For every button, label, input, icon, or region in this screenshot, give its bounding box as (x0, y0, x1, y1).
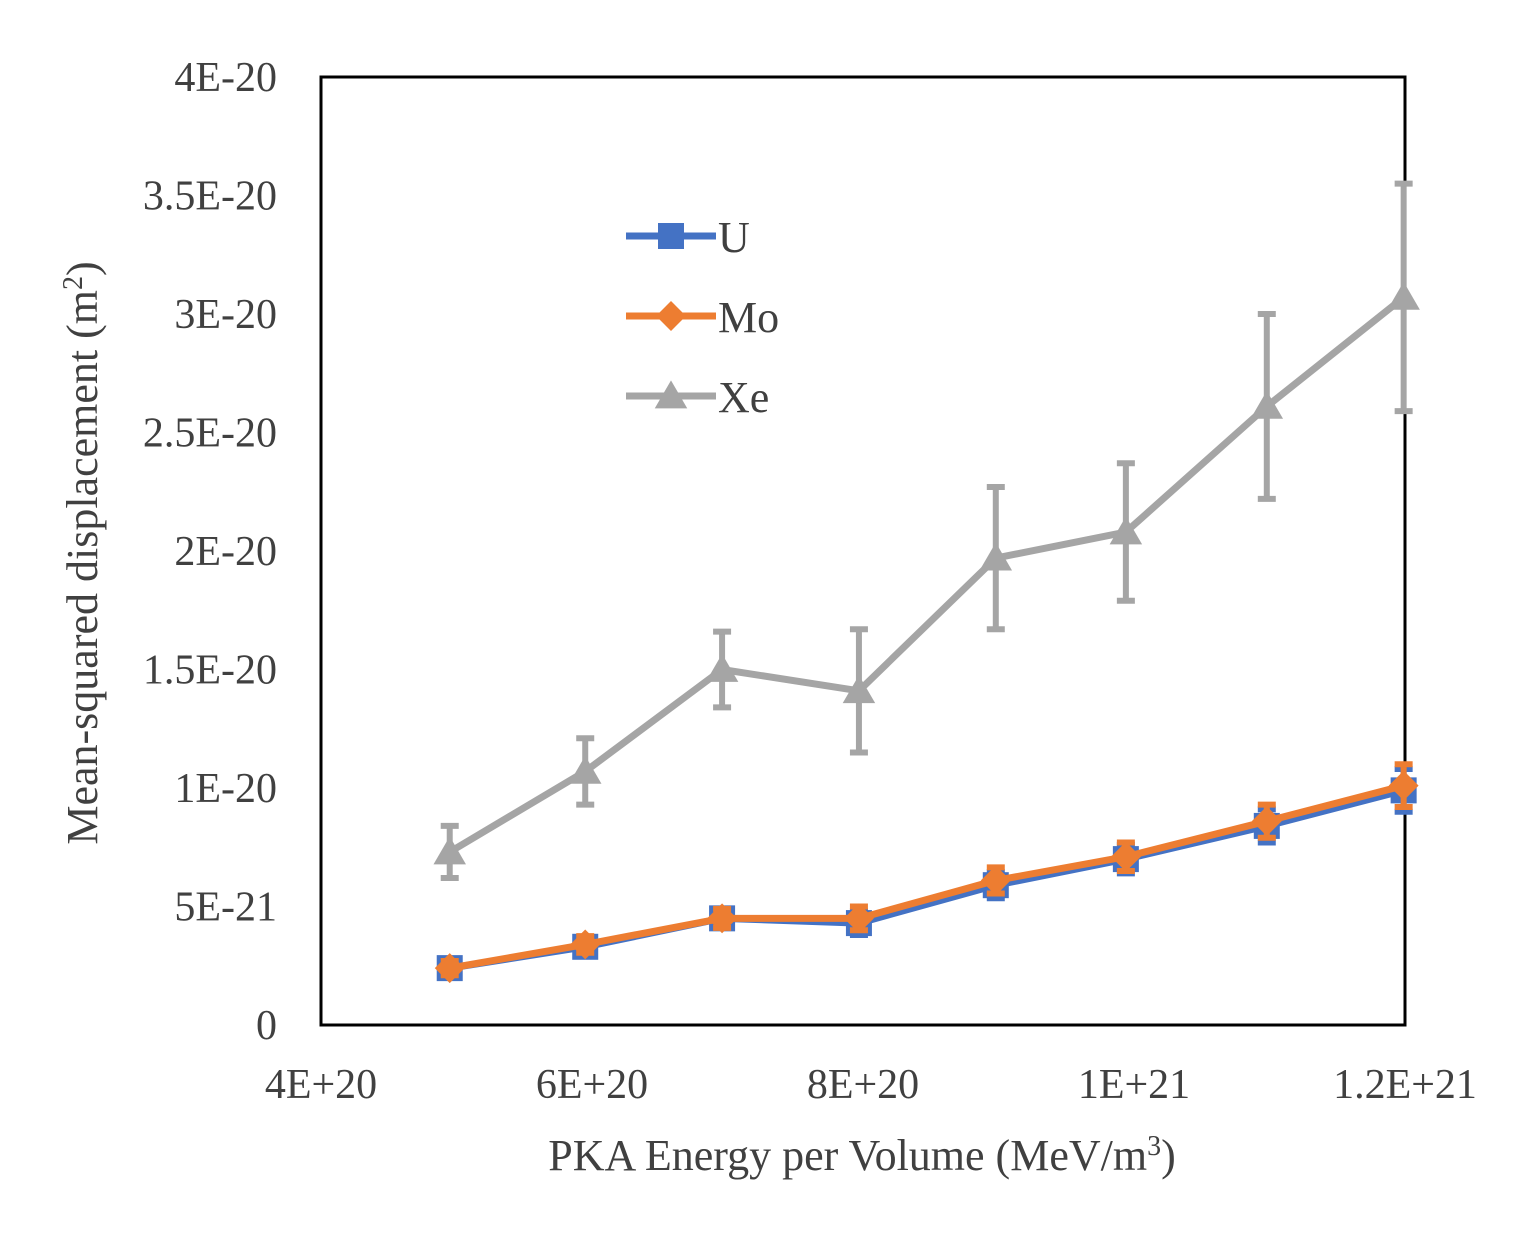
x-axis-title: PKA Energy per Volume (MeV/m3) (548, 1131, 1176, 1181)
series-xe (433, 180, 1420, 882)
x-axis-tick-labels: 4E+20 6E+20 8E+20 1E+21 1.2E+21 (265, 1062, 1477, 1108)
data-point (433, 836, 466, 865)
data-point (568, 755, 602, 784)
legend-marker (656, 301, 686, 331)
series-line (449, 782, 1405, 972)
x-tick-label: 6E+20 (536, 1062, 648, 1108)
legend-label: U (718, 213, 750, 262)
data-point (843, 903, 874, 934)
y-tick-label: 4E-20 (174, 55, 277, 101)
legend-marker (658, 223, 684, 249)
y-tick-label: 1.5E-20 (143, 648, 277, 694)
x-tick-label: 8E+20 (807, 1062, 919, 1108)
y-tick-label: 0 (256, 1003, 277, 1049)
series-line (447, 294, 1406, 855)
data-point (1387, 281, 1420, 310)
series-mo (434, 761, 1419, 984)
data-point (1110, 841, 1141, 872)
y-axis-tick-labels: 0 5E-21 1E-20 1.5E-20 2E-20 2.5E-20 3E-20 3.5E-… (143, 55, 277, 1049)
data-point (1250, 390, 1284, 419)
series-layer (433, 180, 1420, 984)
x-tick-label: 4E+20 (265, 1062, 377, 1108)
y-tick-label: 3.5E-20 (143, 174, 277, 220)
legend-label: Mo (718, 293, 779, 342)
legend-item-mo: Mo (626, 293, 779, 342)
plot-area-frame (319, 75, 1407, 1027)
data-point (979, 542, 1013, 571)
x-tick-label: 1E+21 (1078, 1062, 1190, 1108)
data-point (705, 653, 739, 682)
legend-marker (654, 380, 688, 409)
y-tick-label: 2.5E-20 (143, 411, 277, 457)
y-tick-label: 2E-20 (174, 529, 277, 575)
legend-item-xe: Xe (626, 373, 769, 422)
x-tick-label: 1.2E+21 (1333, 1062, 1477, 1108)
legend-item-u: U (626, 213, 750, 262)
data-point (1388, 770, 1419, 801)
data-point (1109, 516, 1143, 545)
data-point (707, 903, 738, 934)
y-tick-label: 5E-21 (174, 885, 277, 931)
data-point (980, 865, 1011, 896)
y-axis-title: Mean-squared displacement (m2) (58, 261, 108, 844)
y-tick-label: 1E-20 (174, 766, 277, 812)
data-point (434, 953, 465, 984)
legend-label: Xe (718, 373, 769, 422)
data-point (1251, 806, 1282, 837)
data-point (570, 929, 601, 960)
data-point (842, 675, 876, 704)
legend: U Mo Xe (626, 213, 779, 422)
y-tick-label: 3E-20 (174, 292, 277, 338)
